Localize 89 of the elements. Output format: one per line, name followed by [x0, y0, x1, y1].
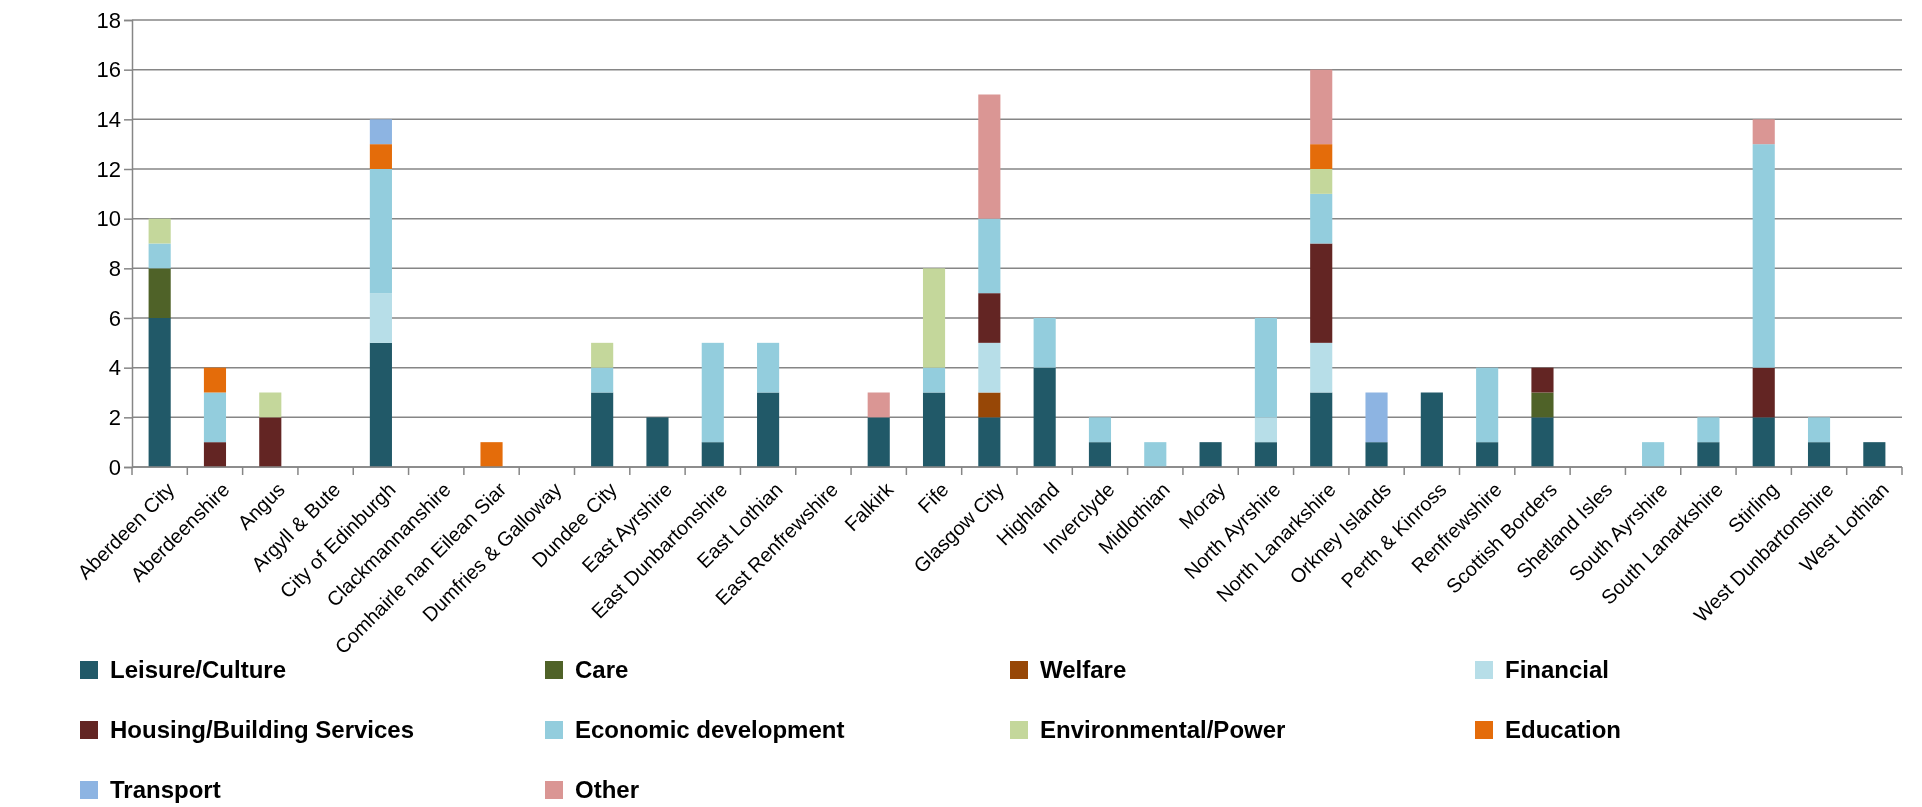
- bar: [922, 392, 946, 467]
- bar: [369, 342, 392, 467]
- bar: [369, 119, 392, 145]
- bar: [1807, 442, 1831, 467]
- y-tick-label: 16: [96, 57, 121, 83]
- bar: [978, 293, 1001, 343]
- bar: [1807, 417, 1831, 443]
- bar: [1254, 417, 1277, 443]
- bar: [978, 218, 1001, 294]
- y-tick-label: 6: [108, 305, 121, 331]
- y-tick-label: 10: [96, 206, 121, 232]
- legend-label: Leisure/Culture: [110, 656, 287, 684]
- bar: [1476, 367, 1499, 443]
- x-tick-label: Fife: [913, 478, 953, 518]
- legend-label: Financial: [1505, 656, 1610, 684]
- bar: [1365, 442, 1388, 467]
- bar: [148, 243, 171, 269]
- bar: [1310, 342, 1333, 393]
- y-tick-label: 8: [108, 255, 121, 281]
- bar: [701, 442, 724, 467]
- y-tick-label: 0: [108, 454, 121, 480]
- bar: [148, 218, 171, 244]
- bar: [757, 342, 780, 393]
- bar: [978, 392, 1001, 418]
- y-tick-label: 2: [108, 404, 121, 430]
- y-tick-label: 14: [96, 106, 121, 132]
- bar: [1310, 69, 1333, 145]
- bar: [1420, 392, 1443, 467]
- bar: [978, 417, 1001, 467]
- legend-label: Care: [575, 656, 629, 684]
- bar: [1310, 392, 1333, 467]
- bar: [1310, 144, 1333, 169]
- bar: [1144, 442, 1167, 467]
- bar: [203, 367, 227, 393]
- bar: [203, 392, 227, 443]
- bar: [1254, 442, 1277, 467]
- bar: [1531, 367, 1554, 393]
- bar: [1033, 318, 1056, 368]
- bar: [591, 367, 614, 393]
- bar: [369, 293, 392, 343]
- legend-label: Economic development: [575, 716, 845, 744]
- bar: [867, 417, 890, 467]
- bar: [1697, 442, 1720, 467]
- legend-label: Other: [575, 776, 640, 804]
- bar: [1088, 417, 1112, 443]
- y-tick-label: 12: [96, 156, 121, 182]
- bar: [757, 392, 780, 467]
- bar: [1752, 119, 1775, 145]
- bar: [480, 442, 503, 467]
- legend-label: Education: [1505, 716, 1622, 744]
- bar: [369, 169, 392, 294]
- bar: [1088, 442, 1112, 467]
- bar: [1697, 417, 1720, 443]
- bar: [1531, 392, 1554, 418]
- bar: [259, 392, 282, 418]
- bar: [1752, 417, 1775, 467]
- y-tick-label: 4: [108, 355, 121, 381]
- bar: [922, 268, 946, 368]
- bar: [1365, 392, 1388, 443]
- bar: [978, 94, 1001, 219]
- bar: [1476, 442, 1499, 467]
- legend-label: Welfare: [1040, 656, 1127, 684]
- bar: [1254, 318, 1277, 418]
- bar: [1752, 144, 1775, 368]
- bar: [591, 342, 614, 368]
- legend-label: Housing/Building Services: [110, 716, 415, 744]
- bar: [867, 392, 890, 418]
- bar: [1199, 442, 1222, 467]
- bar: [591, 392, 614, 467]
- bar: [1033, 367, 1056, 467]
- bar: [203, 442, 227, 467]
- bar: [1642, 442, 1665, 467]
- bar: [1531, 417, 1554, 467]
- bar: [1310, 243, 1333, 343]
- bar: [1310, 169, 1333, 194]
- bar: [646, 417, 669, 467]
- bar: [978, 342, 1001, 393]
- bar: [1752, 367, 1775, 418]
- bar: [922, 367, 946, 393]
- bar: [369, 144, 392, 169]
- bar: [148, 318, 171, 467]
- legend-label: Environmental/Power: [1040, 716, 1286, 744]
- y-tick-label: 18: [96, 7, 121, 33]
- bar: [259, 417, 282, 467]
- bar: [1863, 442, 1886, 467]
- bar: [1310, 193, 1333, 244]
- legend-label: Transport: [110, 776, 221, 804]
- bar: [148, 268, 171, 318]
- bar: [701, 342, 724, 443]
